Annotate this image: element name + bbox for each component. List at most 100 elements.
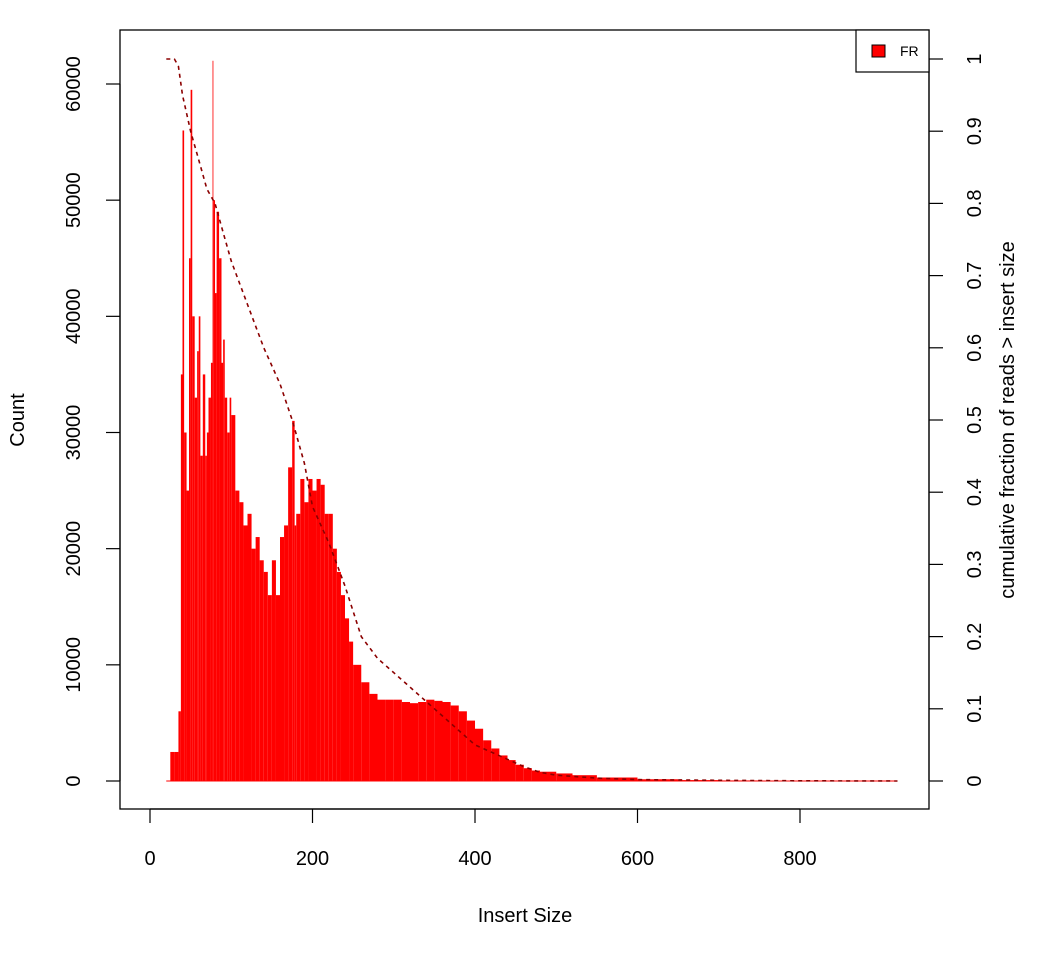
- histogram-bar: [189, 258, 191, 781]
- histogram-bar: [296, 513, 301, 781]
- histogram-bar: [271, 560, 276, 781]
- histogram-bar: [316, 478, 321, 781]
- histogram-bar: [205, 455, 207, 781]
- histogram-bar: [434, 700, 443, 782]
- histogram-bar: [224, 397, 228, 781]
- histogram-bar: [336, 571, 341, 781]
- histogram-bar: [393, 699, 402, 781]
- histogram-bar: [239, 502, 244, 781]
- histogram-bar: [192, 316, 195, 781]
- histogram-bar: [255, 537, 260, 781]
- histogram-bar: [208, 397, 211, 781]
- y2-tick-label: 0.5: [964, 406, 986, 434]
- histogram-bar: [263, 571, 268, 781]
- x-tick-label: 800: [783, 848, 816, 870]
- histogram-bar: [556, 773, 573, 781]
- histogram-bar: [450, 705, 459, 781]
- histogram-bar: [221, 362, 224, 781]
- legend-box: [855, 29, 930, 73]
- histogram-bar: [292, 420, 295, 781]
- y-tick-label: 20000: [63, 521, 85, 577]
- x-axis: 0 200 400 600 800: [144, 808, 817, 870]
- histogram-bar: [491, 748, 500, 781]
- y2-tick-label: 0.6: [964, 334, 986, 362]
- histogram-bar: [483, 740, 492, 781]
- histogram-bar: [215, 293, 217, 781]
- histogram-bar: [304, 502, 309, 781]
- histogram-bar: [227, 432, 230, 781]
- legend-swatch-fr: [871, 44, 886, 58]
- histogram-bar: [332, 548, 337, 781]
- histogram-bar: [369, 693, 378, 782]
- histogram-bars: [166, 60, 898, 782]
- histogram-bar: [235, 490, 240, 781]
- histogram-bar: [300, 478, 305, 781]
- histogram-bar: [198, 316, 201, 781]
- histogram-bar: [213, 200, 216, 782]
- histogram-bar: [523, 768, 532, 781]
- y2-tick-label: 0.7: [964, 262, 986, 290]
- histogram-bar: [178, 711, 181, 781]
- histogram-bar: [180, 374, 183, 781]
- histogram-bar: [418, 702, 427, 781]
- y2-tick-label: 1: [964, 53, 986, 64]
- histogram-bar: [216, 211, 220, 781]
- y-axis-right: 0 0.1 0.2 0.3 0.4 0.5 0.6 0.7 0.8 0.9 1: [928, 53, 986, 787]
- cumulative-fraction-path: [166, 58, 898, 782]
- y-tick-label: 50000: [63, 172, 85, 228]
- histogram-bar: [197, 351, 199, 781]
- x-tick-label: 0: [144, 848, 155, 870]
- histogram-bar: [182, 130, 185, 782]
- histogram-bar: [340, 595, 345, 781]
- x-tick-label: 600: [621, 848, 654, 870]
- y2-tick-label: 0: [964, 775, 986, 786]
- histogram-bar: [202, 374, 206, 781]
- histogram-bar: [200, 455, 203, 781]
- y2-axis-label: cumulative fraction of reads > insert si…: [997, 241, 1019, 598]
- histogram-bar: [190, 89, 193, 781]
- histogram-bar: [231, 415, 236, 781]
- y2-tick-label: 0.2: [964, 623, 986, 651]
- histogram-bar: [247, 513, 252, 781]
- histogram-bar: [499, 755, 508, 781]
- y-tick-label: 60000: [63, 56, 85, 112]
- y2-tick-label: 0.4: [964, 478, 986, 506]
- histogram-bar: [206, 432, 209, 781]
- histogram-bar: [210, 362, 213, 781]
- cumulative-fraction-line: [166, 58, 898, 782]
- histogram-bar: [458, 711, 467, 781]
- histogram-bar: [294, 525, 297, 781]
- x-tick-label: 400: [458, 848, 491, 870]
- histogram-bar: [251, 548, 256, 781]
- histogram-bar: [324, 513, 329, 781]
- histogram-bar: [466, 720, 476, 781]
- histogram-bar: [361, 682, 370, 781]
- histogram-bar: [259, 560, 264, 781]
- histogram-bar: [267, 595, 272, 781]
- histogram-bar: [223, 339, 225, 781]
- histogram-bar: [312, 490, 317, 781]
- x-tick-label: 200: [296, 848, 329, 870]
- histogram-bar: [401, 702, 411, 781]
- y-tick-label: 0: [63, 775, 85, 786]
- histogram-bar: [284, 525, 289, 781]
- y2-tick-label: 0.8: [964, 189, 986, 217]
- histogram-bar: [345, 618, 350, 781]
- histogram-bar: [475, 728, 484, 782]
- histogram-bar: [442, 702, 451, 781]
- histogram-bar: [174, 751, 179, 781]
- histogram-bar: [243, 525, 248, 781]
- histogram-bar: [426, 699, 435, 781]
- histogram-bar: [515, 764, 524, 781]
- histogram-bar: [288, 467, 293, 781]
- y-axis-left: 0 10000 20000 30000 40000 50000 60000: [63, 56, 121, 787]
- histogram-bar: [219, 258, 222, 781]
- histogram-bar: [280, 537, 285, 781]
- legend-label-fr: FR: [900, 43, 919, 59]
- histogram-bar: [410, 703, 419, 781]
- histogram-bar: [507, 760, 516, 781]
- y-tick-label: 40000: [63, 289, 85, 345]
- histogram-bar: [377, 699, 386, 781]
- y2-tick-label: 0.9: [964, 117, 986, 145]
